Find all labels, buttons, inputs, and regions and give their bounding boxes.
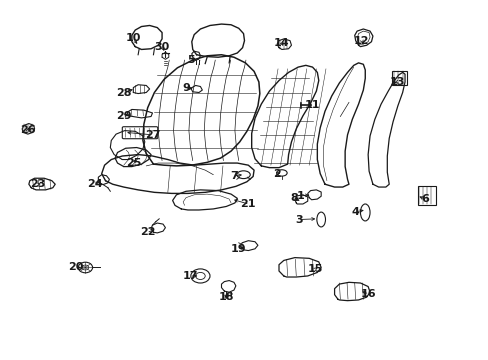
Text: 29: 29 <box>116 111 131 121</box>
Bar <box>391 71 407 85</box>
Text: 17: 17 <box>183 271 198 281</box>
Text: 12: 12 <box>353 36 369 46</box>
Text: 19: 19 <box>230 244 246 254</box>
Bar <box>417 186 435 205</box>
Text: 13: 13 <box>388 77 404 87</box>
Text: 2: 2 <box>273 168 281 179</box>
Text: 26: 26 <box>20 125 36 135</box>
Text: 15: 15 <box>307 264 323 274</box>
Text: 25: 25 <box>125 158 141 168</box>
Text: 6: 6 <box>421 194 428 204</box>
Text: 8: 8 <box>289 193 297 203</box>
Text: 16: 16 <box>360 289 375 298</box>
Text: 7: 7 <box>230 171 237 181</box>
Text: 18: 18 <box>218 292 234 302</box>
Text: 27: 27 <box>144 130 160 140</box>
Text: 1: 1 <box>297 191 305 201</box>
Text: 23: 23 <box>30 179 45 189</box>
Text: 21: 21 <box>240 199 256 209</box>
Text: 5: 5 <box>186 55 194 65</box>
Text: 4: 4 <box>351 207 359 217</box>
Text: 20: 20 <box>68 262 83 273</box>
Text: 30: 30 <box>154 42 169 51</box>
Text: 9: 9 <box>182 82 189 93</box>
Text: 14: 14 <box>273 38 289 48</box>
Text: 11: 11 <box>304 100 320 110</box>
Text: 28: 28 <box>116 87 131 98</box>
Text: 22: 22 <box>140 227 155 237</box>
Text: 24: 24 <box>87 179 102 189</box>
Text: 3: 3 <box>295 215 303 225</box>
Text: 10: 10 <box>125 33 141 43</box>
